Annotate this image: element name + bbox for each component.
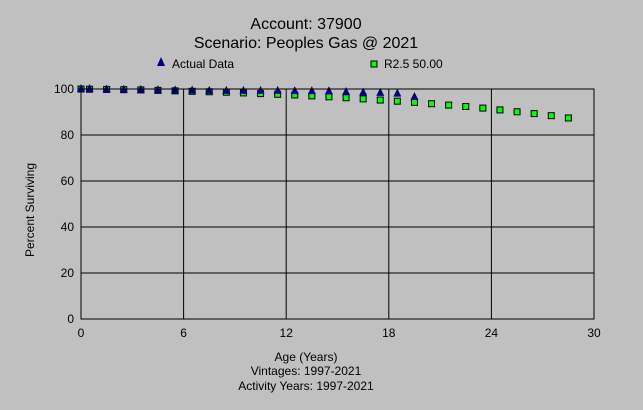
chart-title: Account: 37900 — [250, 16, 361, 33]
curve-point — [513, 108, 521, 116]
legend-actual-label: Actual Data — [172, 57, 234, 71]
y-tick-label: 80 — [61, 128, 75, 142]
legend-actual-marker — [157, 57, 165, 66]
activity-years-label: Activity Years: 1997-2021 — [238, 379, 374, 393]
grid-lines — [81, 89, 594, 319]
x-tick-label: 0 — [78, 326, 85, 340]
actual-point — [376, 87, 385, 96]
legend-curve-marker — [370, 60, 378, 68]
plot-frame — [80, 88, 595, 320]
actual-point — [273, 85, 282, 94]
x-tick-label: 18 — [382, 326, 396, 340]
y-tick-label: 100 — [54, 82, 74, 96]
actual-point — [290, 86, 299, 95]
actual-point — [85, 84, 94, 92]
curve-point — [496, 106, 504, 114]
curve-point — [325, 93, 333, 101]
actual-point — [393, 88, 402, 97]
actual-point — [239, 85, 248, 94]
y-tick-label: 40 — [61, 220, 75, 234]
x-tick-label: 12 — [280, 326, 294, 340]
actual-point — [256, 85, 265, 94]
curve-point — [479, 104, 487, 112]
x-axis-label: Age (Years) — [275, 350, 338, 364]
actual-point — [359, 87, 368, 96]
curve-point — [530, 110, 538, 118]
actual-series — [77, 84, 419, 101]
vintages-label: Vintages: 1997-2021 — [251, 364, 362, 378]
curve-point — [428, 100, 436, 108]
x-tick-label: 24 — [485, 326, 499, 340]
y-tick-label: 0 — [67, 312, 74, 326]
actual-point — [205, 85, 214, 94]
x-tick-label: 30 — [587, 326, 601, 340]
curve-point — [410, 98, 418, 106]
actual-point — [307, 86, 316, 95]
y-axis-label: Percent Surviving — [23, 163, 37, 257]
x-tick-label: 6 — [180, 326, 187, 340]
curve-point — [547, 112, 555, 120]
curve-point — [445, 101, 453, 109]
y-tick-label: 20 — [61, 266, 75, 280]
curve-point — [342, 94, 350, 102]
curve-point — [376, 96, 384, 104]
y-tick-label: 60 — [61, 174, 75, 188]
legend: Actual Data R2.5 50.00 — [157, 57, 443, 71]
actual-point — [102, 84, 111, 93]
curve-series — [77, 85, 572, 122]
curve-point — [462, 102, 470, 110]
curve-point — [564, 114, 572, 122]
chart-subtitle: Scenario: Peoples Gas @ 2021 — [194, 35, 418, 52]
actual-point — [324, 86, 333, 95]
actual-point — [188, 85, 197, 94]
actual-point — [222, 85, 231, 94]
legend-curve-label: R2.5 50.00 — [384, 57, 443, 71]
curve-point — [359, 95, 367, 103]
y-tick-labels: 0 20 40 60 80 100 — [54, 82, 74, 326]
actual-point — [77, 84, 85, 92]
actual-point — [342, 86, 351, 95]
x-tick-labels: 0 6 12 18 24 30 — [78, 326, 601, 340]
actual-point — [410, 92, 419, 101]
curve-point — [393, 97, 401, 105]
